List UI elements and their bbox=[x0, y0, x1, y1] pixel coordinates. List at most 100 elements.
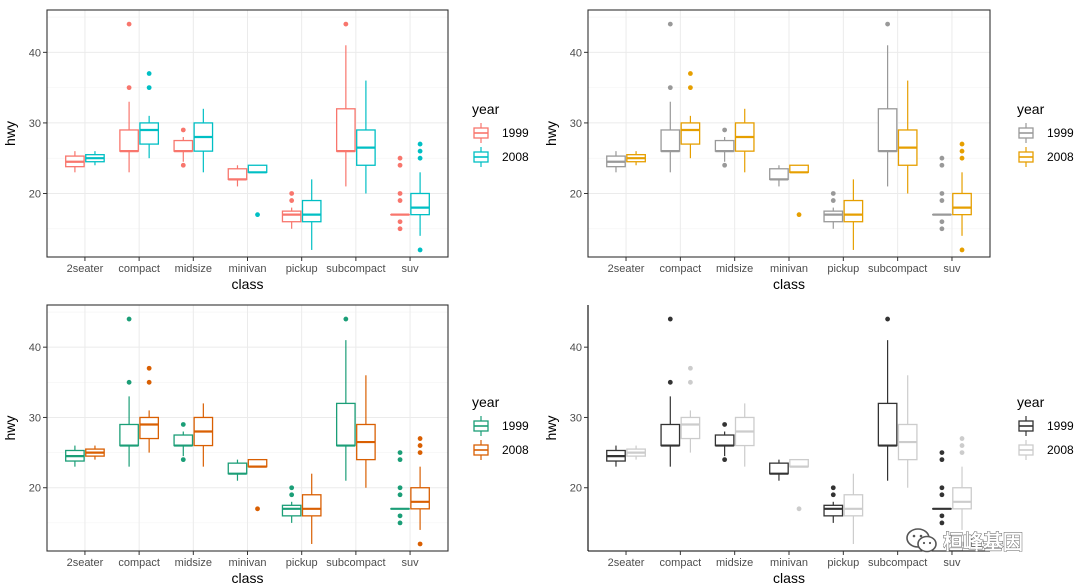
outlier-point bbox=[830, 191, 836, 196]
outlier-point bbox=[343, 316, 349, 322]
outlier-point bbox=[289, 492, 295, 498]
outlier-point bbox=[397, 520, 403, 526]
x-tick-label: midsize bbox=[716, 557, 753, 569]
x-tick-label: compact bbox=[118, 557, 160, 569]
legend-key-1999 bbox=[1018, 123, 1034, 143]
outlier-point bbox=[343, 21, 349, 27]
x-tick-label: minivan bbox=[770, 263, 808, 275]
box-subcompact-2008 bbox=[897, 80, 918, 194]
box-minivan-1999 bbox=[769, 459, 789, 481]
series-1999 bbox=[606, 316, 952, 526]
outlier-point bbox=[397, 162, 403, 168]
legend-label: 1999 bbox=[1047, 126, 1074, 140]
box-subcompact-1999 bbox=[335, 316, 356, 481]
y-tick-label: 30 bbox=[29, 118, 41, 130]
y-tick-label: 40 bbox=[570, 47, 582, 59]
box-2seater-2008 bbox=[85, 151, 105, 166]
outlier-point bbox=[397, 155, 403, 161]
box-iqr bbox=[335, 402, 356, 447]
box-suv-1999 bbox=[932, 155, 952, 232]
legend-key-2008 bbox=[1018, 440, 1034, 460]
wechat-icon bbox=[906, 528, 937, 553]
x-tick-label: suv bbox=[943, 557, 961, 569]
box-iqr bbox=[952, 487, 972, 510]
outlier-point bbox=[667, 21, 673, 27]
outlier-point bbox=[959, 155, 965, 161]
x-axis-title: class bbox=[773, 276, 805, 292]
box-pickup-1999 bbox=[281, 485, 302, 523]
gridlines bbox=[47, 305, 448, 551]
x-tick-label: suv bbox=[402, 557, 420, 569]
x-tick-label: subcompact bbox=[868, 557, 927, 569]
box-iqr bbox=[660, 423, 681, 447]
outlier-point bbox=[939, 219, 945, 225]
x-tick-label: minivan bbox=[229, 557, 267, 569]
box-iqr bbox=[769, 168, 789, 181]
x-tick-label: pickup bbox=[286, 557, 318, 569]
x-tick-label: 2seater bbox=[608, 263, 645, 275]
x-tick-label: subcompact bbox=[326, 263, 385, 275]
outlier-point bbox=[126, 85, 132, 91]
box-2seater-2008 bbox=[85, 445, 105, 460]
x-tick-label: minivan bbox=[770, 557, 808, 569]
outlier-point bbox=[688, 365, 693, 371]
outlier-point bbox=[417, 443, 423, 448]
x-tick-label: minivan bbox=[229, 263, 267, 275]
box-iqr bbox=[680, 416, 701, 440]
legend-key-2008 bbox=[473, 440, 489, 460]
box-iqr bbox=[680, 122, 701, 145]
outlier-point bbox=[830, 485, 836, 491]
outlier-point bbox=[959, 541, 965, 547]
box-subcompact-2008 bbox=[356, 375, 376, 488]
y-axis-title: hwy bbox=[543, 416, 559, 441]
y-tick-label: 20 bbox=[29, 483, 41, 495]
box-pickup-1999 bbox=[823, 485, 844, 523]
box-suv-1999 bbox=[390, 155, 410, 232]
outlier-point bbox=[688, 71, 693, 76]
outlier-point bbox=[417, 541, 423, 547]
chart-panel-1: 20 30 40 2seater compact midsize minivan pickup… bbox=[2, 9, 449, 292]
outlier-point bbox=[959, 247, 965, 253]
watermark-text: 桓峰基因 bbox=[943, 530, 1023, 555]
legend-label: 2008 bbox=[1047, 443, 1074, 457]
outlier-point bbox=[146, 379, 152, 385]
box-subcompact-2008 bbox=[897, 375, 918, 488]
legend-label: 1999 bbox=[502, 126, 529, 140]
box-subcompact-1999 bbox=[877, 316, 898, 481]
chart-panel-3: 20 30 40 2seater compact midsize minivan pickup… bbox=[2, 304, 449, 586]
x-tick-label: pickup bbox=[827, 557, 859, 569]
outlier-point bbox=[688, 379, 693, 385]
outlier-point bbox=[126, 316, 132, 322]
outlier-point bbox=[180, 457, 186, 463]
box-minivan-1999 bbox=[227, 165, 248, 187]
box-iqr bbox=[119, 423, 139, 447]
outlier-point bbox=[885, 21, 890, 27]
outlier-point bbox=[397, 492, 403, 498]
x-tick-label: 2seater bbox=[608, 557, 645, 569]
box-suv-2008 bbox=[410, 436, 430, 547]
outlier-point bbox=[688, 85, 693, 91]
outlier-point bbox=[397, 485, 403, 491]
x-axis-title: class bbox=[232, 570, 264, 586]
box-iqr bbox=[877, 108, 898, 152]
box-2seater-1999 bbox=[606, 445, 626, 467]
y-tick-label: 20 bbox=[29, 188, 41, 200]
box-minivan-1999 bbox=[769, 165, 789, 187]
box-midsize-2008 bbox=[193, 108, 214, 173]
box-pickup-2008 bbox=[843, 179, 864, 250]
outlier-point bbox=[417, 450, 423, 455]
outlier-point bbox=[146, 71, 152, 76]
box-midsize-1999 bbox=[714, 422, 735, 463]
series-2008 bbox=[85, 365, 430, 547]
y-axis-title: hwy bbox=[2, 121, 18, 146]
box-minivan-2008 bbox=[789, 164, 809, 218]
y-tick-label: 40 bbox=[29, 342, 41, 354]
x-tick-label: suv bbox=[943, 263, 961, 275]
gridlines bbox=[588, 10, 990, 257]
outlier-point bbox=[885, 316, 890, 322]
box-iqr bbox=[410, 192, 430, 216]
box-iqr bbox=[301, 494, 322, 517]
